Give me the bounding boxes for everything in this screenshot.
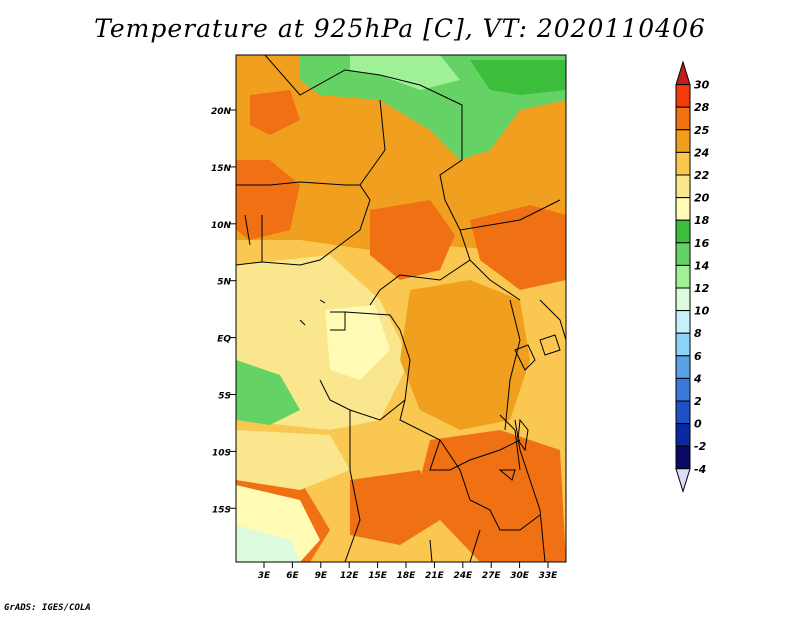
colorbar-label: 25: [694, 124, 710, 137]
colorbar-cell: [675, 400, 691, 425]
colorbar-cell: [675, 445, 691, 470]
y-tick-label: 10N: [211, 221, 232, 231]
colorbar-label: 16: [694, 237, 710, 250]
colorbar-label: 24: [694, 146, 709, 159]
colorbar-cell: [675, 264, 691, 289]
chart-title: Temperature at 925hPa [C], VT: 202011040…: [94, 14, 706, 43]
x-tick-label: 3E: [258, 571, 271, 581]
x-tick-label: 33E: [539, 571, 559, 581]
colorbar-cell: [675, 423, 691, 447]
temperature-field: [236, 55, 566, 562]
lakes: [299, 299, 561, 481]
colorbar-cell: [675, 106, 691, 131]
x-tick-label: 9E: [315, 571, 328, 581]
colorbar-label: 2: [694, 395, 702, 408]
colorbar-label: 0: [694, 418, 702, 431]
y-tick-label: EQ: [217, 335, 231, 345]
colorbar-label: 20: [694, 192, 710, 205]
y-axis: 20N 15N 10N 5N EQ 5S 10S 15S: [211, 107, 236, 515]
colorbar-cell: [675, 197, 691, 221]
colorbar-label: 14: [694, 259, 709, 272]
x-tick-label: 30E: [510, 571, 530, 581]
colorbar-cell: [675, 174, 691, 199]
colorbar-label: 18: [694, 214, 710, 227]
x-tick-label: 24E: [453, 571, 473, 581]
x-tick-label: 27E: [482, 571, 502, 581]
x-tick-label: 12E: [340, 571, 360, 581]
x-tick-label: 6E: [286, 571, 299, 581]
colorbar-label: 4: [693, 372, 702, 385]
colorbar-label: -4: [694, 463, 706, 476]
colorbar-cell: [675, 287, 691, 312]
x-tick-label: 21E: [425, 571, 445, 581]
colorbar-cell: [675, 242, 691, 266]
colorbar-cell: [675, 129, 691, 153]
x-axis: 3E 6E 9E 12E 15E 18E 21E 24E 27E 30E 33E: [258, 562, 558, 581]
colorbar-cell: [675, 84, 691, 108]
y-tick-label: 5S: [218, 392, 231, 402]
colorbar-label: 8: [694, 327, 702, 340]
boundaries: [236, 55, 566, 562]
colorbar-label: 10: [694, 305, 710, 318]
colorbar-label: 22: [694, 169, 710, 182]
colorbar-label: 6: [694, 350, 702, 363]
colorbar-cell: [675, 60, 691, 86]
colorbar-label: 28: [694, 101, 710, 114]
map-frame: [235, 54, 567, 563]
colorbar-label: 12: [694, 282, 710, 295]
colorbar-cell: [675, 310, 691, 334]
y-tick-label: 20N: [211, 107, 232, 117]
colorbar-cell: [675, 151, 691, 176]
x-tick-label: 18E: [397, 571, 417, 581]
colorbar-cell: [675, 219, 691, 244]
y-tick-label: 15S: [212, 505, 231, 515]
colorbar-label: 30: [694, 79, 710, 92]
colorbar-cell: [675, 355, 691, 379]
y-tick-label: 10S: [212, 448, 231, 458]
y-tick-label: 15N: [211, 164, 232, 174]
colorbar-cell: [675, 468, 691, 494]
grads-credit: GrADS: IGES/COLA: [4, 603, 91, 613]
x-tick-label: 15E: [368, 571, 388, 581]
colorbar-label: -2: [694, 440, 707, 453]
colorbar-cell: [675, 377, 691, 402]
y-tick-label: 5N: [217, 278, 231, 288]
colorbar-cell: [675, 332, 691, 357]
